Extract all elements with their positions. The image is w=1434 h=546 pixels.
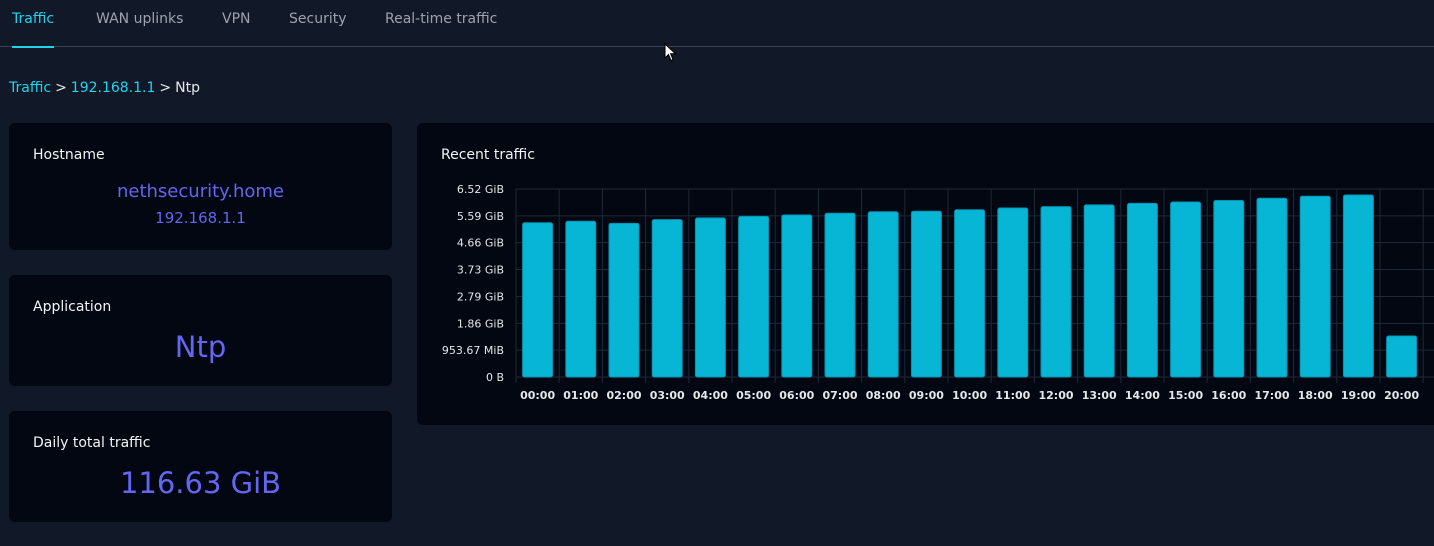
x-tick-label: 07:00 (822, 389, 857, 402)
bar (1386, 335, 1418, 378)
x-tick-label: 16:00 (1211, 389, 1246, 402)
bar (910, 210, 942, 378)
x-tick-label: 12:00 (1038, 389, 1073, 402)
tab-vpn[interactable]: VPN (222, 11, 251, 27)
bar (781, 214, 813, 378)
bar (1083, 204, 1115, 378)
bar (1342, 194, 1374, 378)
bar (651, 219, 683, 378)
x-tick-label: 08:00 (866, 389, 901, 402)
x-tick-label: 03:00 (650, 389, 685, 402)
recent-traffic-card: Recent traffic 0 B 953.67 MiB 1.86 GiB 2.79… (417, 123, 1434, 425)
bar (1126, 202, 1158, 378)
breadcrumb-current: Ntp (175, 80, 200, 96)
breadcrumb-host-link[interactable]: 192.168.1.1 (70, 80, 156, 96)
y-tick-label: 0 B (486, 371, 504, 384)
x-tick-label: 06:00 (779, 389, 814, 402)
tab-wan-uplinks[interactable]: WAN uplinks (96, 11, 184, 27)
application-value: Ntp (174, 330, 227, 364)
breadcrumb-separator: > (159, 80, 172, 96)
bar (1256, 197, 1288, 378)
y-tick-label: 1.86 GiB (457, 317, 504, 330)
bar (1213, 200, 1245, 378)
x-tick-label: 20:00 (1384, 389, 1419, 402)
bar (1299, 195, 1331, 378)
daily-traffic-card-title: Daily total traffic (33, 435, 151, 451)
y-tick-label: 4.66 GiB (457, 237, 504, 250)
bar (867, 211, 899, 378)
y-tick-label: 3.73 GiB (457, 263, 504, 276)
y-tick-label: 5.59 GiB (457, 210, 504, 223)
bar (694, 217, 726, 378)
bar (997, 207, 1029, 378)
tab-bar: Traffic WAN uplinks VPN Security Real-ti… (0, 0, 1434, 48)
x-tick-label: 17:00 (1254, 389, 1289, 402)
x-tick-label: 04:00 (693, 389, 728, 402)
x-tick-label: 18:00 (1298, 389, 1333, 402)
bar (608, 222, 640, 378)
daily-traffic-card: Daily total traffic 116.63 GiB (9, 411, 392, 522)
daily-traffic-value: 116.63 GiB (119, 466, 282, 500)
y-tick-label: 6.52 GiB (457, 183, 504, 196)
tab-real-time-traffic[interactable]: Real-time traffic (385, 11, 498, 27)
x-tick-label: 09:00 (909, 389, 944, 402)
breadcrumb: Traffic >192.168.1.1 > Ntp (9, 80, 200, 96)
x-tick-label: 01:00 (563, 389, 598, 402)
host-ip-value: 192.168.1.1 (155, 209, 246, 227)
chart-title: Recent traffic (441, 147, 535, 163)
x-tick-label: 15:00 (1168, 389, 1203, 402)
tab-traffic[interactable]: Traffic (12, 0, 55, 48)
x-tick-label: 14:00 (1125, 389, 1160, 402)
hostname-value: nethsecurity.home (116, 181, 284, 202)
tab-security[interactable]: Security (289, 11, 347, 27)
application-card-title: Application (33, 299, 112, 315)
x-tick-label: 05:00 (736, 389, 771, 402)
x-tick-label: 19:00 (1341, 389, 1376, 402)
recent-traffic-chart: 0 B 953.67 MiB 1.86 GiB 2.79 GiB 3.73 GiB 4.6… (442, 183, 1434, 402)
y-tick-label: 2.79 GiB (457, 291, 504, 304)
bar (565, 220, 597, 378)
x-tick-label: 10:00 (952, 389, 987, 402)
y-tick-label: 953.67 MiB (442, 344, 504, 357)
x-tick-label: 13:00 (1082, 389, 1117, 402)
bar (954, 209, 986, 378)
x-tick-label: 00:00 (520, 389, 555, 402)
x-tick-label: 11:00 (995, 389, 1030, 402)
bar (1040, 206, 1072, 378)
mouse-cursor-icon (664, 43, 677, 62)
breadcrumb-separator: > (55, 80, 67, 96)
x-tick-label: 02:00 (606, 389, 641, 402)
breadcrumb-traffic-link[interactable]: Traffic (9, 80, 52, 96)
bar (522, 222, 554, 378)
hostname-card: Hostname nethsecurity.home 192.168.1.1 (9, 123, 392, 250)
bar (1170, 201, 1202, 378)
bar (824, 212, 856, 378)
hostname-card-title: Hostname (33, 147, 105, 163)
application-card: Application Ntp (9, 275, 392, 386)
bar (738, 215, 770, 378)
